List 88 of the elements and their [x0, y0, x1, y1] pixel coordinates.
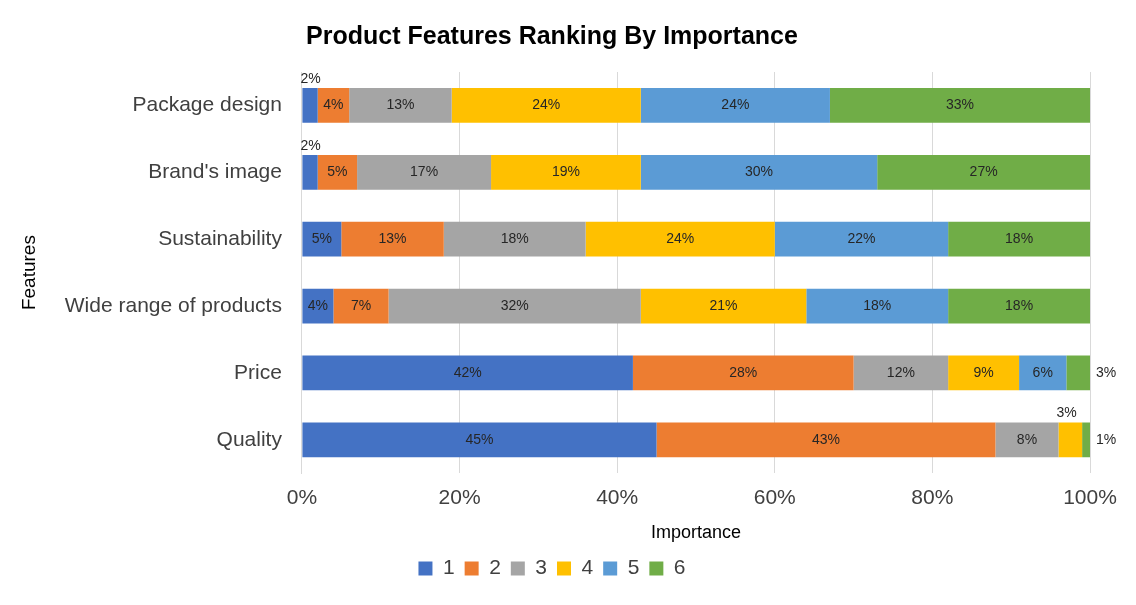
bar	[451, 88, 641, 123]
legend-label: 6	[673, 555, 686, 579]
data-label: 5%	[311, 230, 332, 247]
data-label: 12%	[886, 363, 915, 380]
bar	[1058, 422, 1083, 458]
data-label: 4%	[307, 296, 329, 313]
x-tick-label: 20%	[438, 484, 481, 508]
bar	[302, 422, 657, 458]
data-label: 13%	[386, 96, 415, 113]
data-label: 1%	[1096, 430, 1117, 447]
data-label: 5%	[327, 163, 348, 180]
data-label: 27%	[969, 163, 998, 180]
y-tick-label: Price	[234, 359, 282, 383]
bar	[302, 355, 633, 391]
bar	[388, 288, 641, 324]
bar	[357, 154, 492, 190]
bar	[585, 221, 775, 257]
data-label: 24%	[666, 230, 695, 247]
legend-label: 2	[489, 555, 501, 579]
bar	[491, 154, 641, 190]
bar	[1066, 355, 1090, 391]
bar	[640, 288, 807, 324]
bar	[948, 288, 1090, 324]
bar	[995, 422, 1059, 458]
data-label: 45%	[465, 430, 494, 447]
bar	[948, 355, 1020, 391]
chart-title: Product Features Ranking By Importance	[306, 20, 798, 49]
data-label: 24%	[721, 96, 750, 113]
data-label: 19%	[551, 163, 580, 180]
legend-label: 4	[581, 555, 594, 579]
data-label: 30%	[744, 163, 774, 180]
bar	[656, 422, 996, 458]
bar	[341, 221, 444, 257]
bar	[443, 221, 586, 257]
data-label: 4%	[323, 96, 344, 113]
y-tick-label: Package design	[132, 92, 282, 116]
y-tick-label: Sustainability	[158, 225, 283, 249]
y-tick-label: Brand's image	[148, 159, 282, 183]
data-label: 43%	[811, 430, 841, 447]
data-label: 32%	[500, 296, 529, 313]
bar	[829, 88, 1090, 123]
data-label: 2%	[300, 136, 321, 153]
data-label: 21%	[709, 296, 738, 313]
bar	[774, 221, 949, 257]
bar	[640, 88, 830, 123]
bar	[333, 288, 389, 324]
data-label: 24%	[532, 96, 561, 113]
data-label: 13%	[378, 230, 407, 247]
legend-label: 3	[535, 555, 548, 579]
data-label: 22%	[847, 230, 876, 247]
bar	[302, 221, 342, 257]
x-axis-title: Importance	[650, 522, 741, 543]
data-label: 28%	[729, 363, 758, 380]
data-label: 3%	[1056, 404, 1077, 421]
data-label: 18%	[1005, 296, 1034, 313]
bar	[632, 355, 854, 391]
bar	[302, 88, 318, 123]
legend-label: 5	[627, 555, 640, 579]
y-tick-label: Wide range of products	[64, 292, 282, 316]
data-label: 2%	[300, 69, 321, 86]
x-tick-label: 60%	[753, 484, 796, 508]
bar	[640, 154, 878, 190]
x-tick-label: 100%	[1063, 484, 1117, 508]
bar	[1082, 422, 1090, 458]
bar	[302, 154, 318, 190]
bar	[877, 154, 1090, 190]
x-tick-label: 0%	[286, 484, 318, 508]
data-label: 18%	[1005, 230, 1034, 247]
data-label: 18%	[500, 230, 529, 247]
bar	[948, 221, 1090, 257]
data-label: 42%	[453, 363, 482, 380]
data-label: 6%	[1032, 363, 1053, 380]
legend-label: 1	[442, 555, 455, 579]
data-label: 3%	[1096, 363, 1117, 380]
data-label: 8%	[1016, 430, 1038, 447]
bar	[317, 154, 358, 190]
y-axis-title: Features	[17, 235, 39, 311]
y-tick-label: Quality	[216, 426, 283, 450]
data-label: 9%	[973, 363, 994, 380]
data-label: 7%	[350, 296, 372, 313]
x-tick-label: 40%	[596, 484, 639, 508]
data-label: 17%	[410, 163, 439, 180]
bar	[853, 355, 949, 391]
bar	[349, 88, 452, 123]
bar	[806, 288, 949, 324]
data-label: 18%	[863, 296, 892, 313]
data-label: 33%	[945, 96, 974, 113]
x-tick-label: 80%	[911, 484, 954, 508]
